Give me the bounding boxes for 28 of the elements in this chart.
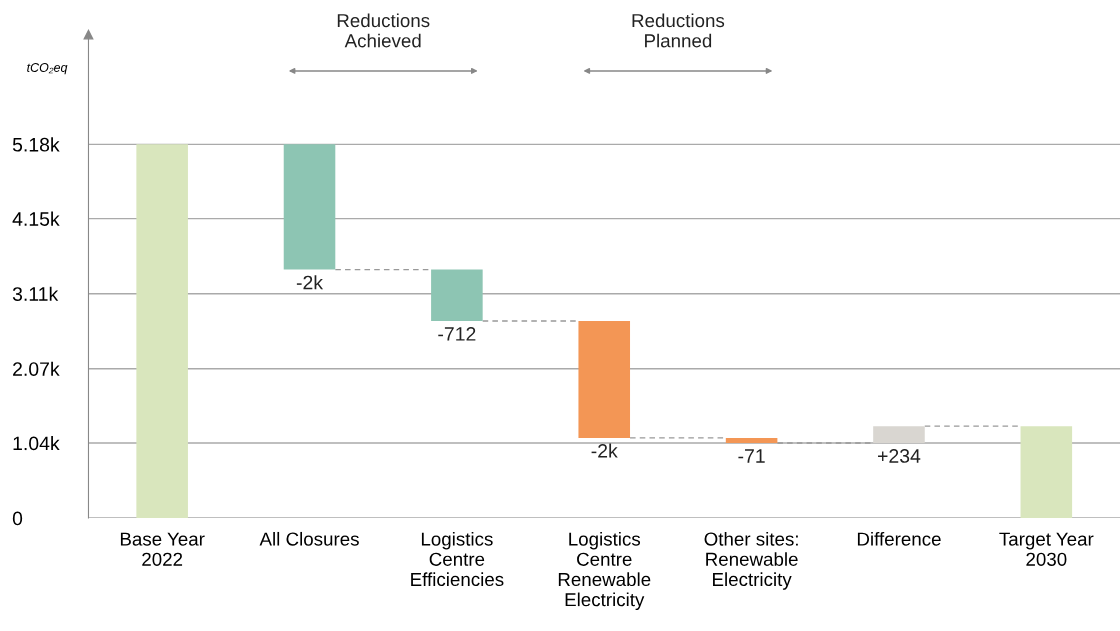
- bar: [725, 437, 778, 444]
- y-tick-label: 0: [12, 511, 23, 526]
- bar: [136, 144, 188, 519]
- y-axis-title: tCO₂eq: [27, 63, 68, 75]
- annotation: Reductions Planned: [632, 13, 725, 48]
- x-tick-label: Other sites: Renewable Electricity: [704, 531, 798, 590]
- annotation: Reductions Achieved: [337, 13, 430, 48]
- data-label: -2k: [296, 275, 324, 290]
- data-label: -712: [438, 327, 476, 341]
- y-tick-label: 4.15k: [12, 211, 60, 226]
- bar: [1020, 426, 1073, 519]
- y-tick-label: 3.11k: [12, 286, 59, 301]
- x-tick-label: Logistics Centre Renewable Electricity: [558, 531, 651, 611]
- y-tick-label: 2.07k: [13, 361, 60, 376]
- y-tick-label: 1.04k: [13, 435, 60, 451]
- x-tick-label: Difference: [857, 531, 941, 546]
- x-tick-label: Logistics Centre Efficiencies: [411, 531, 504, 587]
- x-tick-label: Base Year 2022: [120, 532, 205, 566]
- bar: [578, 320, 631, 438]
- bar: [873, 426, 925, 444]
- x-tick-label: Target Year 2030: [999, 532, 1094, 566]
- bar: [283, 144, 336, 270]
- data-label: +234: [878, 449, 921, 463]
- y-tick-label: 5.18k: [12, 137, 60, 152]
- x-tick-label: All Closures: [259, 531, 359, 546]
- data-label: -2k: [591, 443, 618, 458]
- data-label: -71: [738, 449, 765, 463]
- bar: [431, 269, 483, 321]
